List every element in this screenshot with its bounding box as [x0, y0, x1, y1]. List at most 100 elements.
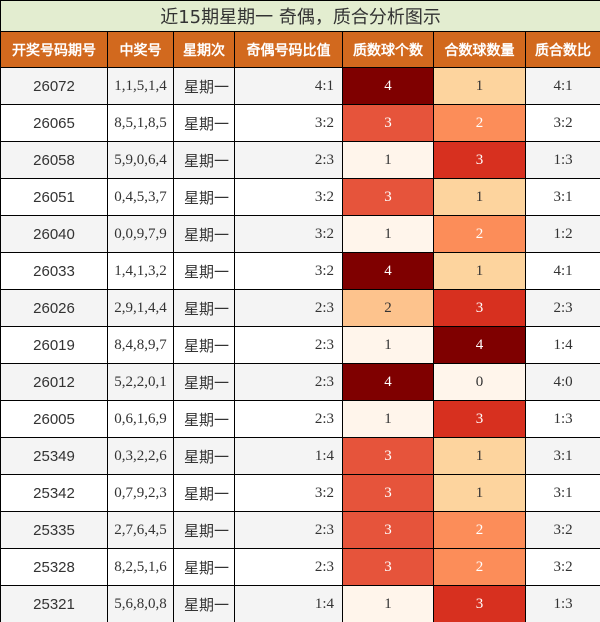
cell-issue: 26040	[0, 215, 108, 253]
header-row: 开奖号码期号 中奖号 星期次 奇偶号码比值 质数球个数 合数球数量 质合数比	[0, 31, 600, 68]
cell-numbers: 0,7,9,2,3	[107, 474, 174, 512]
cell-issue: 26051	[0, 178, 108, 216]
cell-odd-even-ratio: 2:3	[234, 289, 343, 327]
header-composite-count: 合数球数量	[433, 31, 526, 68]
cell-issue: 25321	[0, 585, 108, 622]
cell-issue: 26005	[0, 400, 108, 438]
title-row: 近15期星期一 奇偶，质合分析图示	[0, 0, 600, 32]
cell-weekday: 星期一	[173, 400, 235, 438]
cell-issue: 26072	[0, 67, 108, 105]
cell-composite-count: 1	[433, 437, 526, 475]
cell-odd-even-ratio: 2:3	[234, 326, 343, 364]
cell-prime-composite-ratio: 1:2	[524, 215, 600, 253]
table-row: 26033 1,4,1,3,2 星期一 3:2 4 1 4:1	[0, 252, 600, 290]
cell-weekday: 星期一	[173, 289, 235, 327]
cell-odd-even-ratio: 3:2	[234, 252, 343, 290]
cell-issue: 25342	[0, 474, 108, 512]
cell-prime-composite-ratio: 3:2	[524, 104, 600, 142]
cell-weekday: 星期一	[173, 104, 235, 142]
table-row: 25328 8,2,5,1,6 星期一 2:3 3 2 3:2	[0, 548, 600, 586]
cell-composite-count: 3	[433, 141, 526, 179]
cell-issue: 26026	[0, 289, 108, 327]
cell-issue: 26019	[0, 326, 108, 364]
cell-composite-count: 1	[433, 67, 526, 105]
cell-issue: 26065	[0, 104, 108, 142]
cell-odd-even-ratio: 2:3	[234, 141, 343, 179]
cell-prime-count: 3	[342, 474, 434, 512]
header-issue: 开奖号码期号	[0, 31, 108, 68]
table-row: 26058 5,9,0,6,4 星期一 2:3 1 3 1:3	[0, 141, 600, 179]
cell-prime-composite-ratio: 3:1	[524, 437, 600, 475]
cell-numbers: 0,0,9,7,9	[107, 215, 174, 253]
cell-prime-count: 3	[342, 511, 434, 549]
cell-odd-even-ratio: 4:1	[234, 67, 343, 105]
cell-weekday: 星期一	[173, 67, 235, 105]
cell-issue: 26012	[0, 363, 108, 401]
header-prime-composite-ratio: 质合数比	[524, 31, 600, 68]
cell-weekday: 星期一	[173, 141, 235, 179]
cell-prime-composite-ratio: 4:0	[524, 363, 600, 401]
cell-odd-even-ratio: 3:2	[234, 104, 343, 142]
cell-prime-count: 3	[342, 437, 434, 475]
cell-numbers: 2,7,6,4,5	[107, 511, 174, 549]
cell-numbers: 0,3,2,2,6	[107, 437, 174, 475]
cell-prime-composite-ratio: 1:4	[524, 326, 600, 364]
cell-prime-composite-ratio: 3:1	[524, 178, 600, 216]
cell-weekday: 星期一	[173, 437, 235, 475]
cell-prime-count: 2	[342, 289, 434, 327]
cell-prime-count: 4	[342, 252, 434, 290]
cell-numbers: 0,6,1,6,9	[107, 400, 174, 438]
cell-weekday: 星期一	[173, 363, 235, 401]
cell-prime-count: 3	[342, 178, 434, 216]
cell-issue: 25335	[0, 511, 108, 549]
cell-prime-count: 1	[342, 400, 434, 438]
cell-composite-count: 2	[433, 548, 526, 586]
cell-prime-composite-ratio: 2:3	[524, 289, 600, 327]
cell-prime-composite-ratio: 4:1	[524, 67, 600, 105]
cell-issue: 26058	[0, 141, 108, 179]
table-row: 25321 5,6,8,0,8 星期一 1:4 1 3 1:3	[0, 585, 600, 622]
cell-composite-count: 4	[433, 326, 526, 364]
table-row: 26051 0,4,5,3,7 星期一 3:2 3 1 3:1	[0, 178, 600, 216]
cell-issue: 26033	[0, 252, 108, 290]
cell-numbers: 1,1,5,1,4	[107, 67, 174, 105]
cell-prime-count: 3	[342, 104, 434, 142]
cell-prime-composite-ratio: 1:3	[524, 400, 600, 438]
cell-composite-count: 3	[433, 585, 526, 622]
cell-odd-even-ratio: 1:4	[234, 437, 343, 475]
cell-composite-count: 2	[433, 104, 526, 142]
cell-numbers: 5,2,2,0,1	[107, 363, 174, 401]
cell-odd-even-ratio: 3:2	[234, 474, 343, 512]
cell-odd-even-ratio: 2:3	[234, 363, 343, 401]
header-odd-even-ratio: 奇偶号码比值	[234, 31, 343, 68]
cell-prime-composite-ratio: 3:2	[524, 548, 600, 586]
cell-prime-composite-ratio: 1:3	[524, 585, 600, 622]
cell-weekday: 星期一	[173, 215, 235, 253]
cell-issue: 25349	[0, 437, 108, 475]
cell-weekday: 星期一	[173, 548, 235, 586]
cell-issue: 25328	[0, 548, 108, 586]
header-numbers: 中奖号	[107, 31, 174, 68]
cell-weekday: 星期一	[173, 326, 235, 364]
cell-composite-count: 3	[433, 289, 526, 327]
cell-numbers: 1,4,1,3,2	[107, 252, 174, 290]
cell-prime-composite-ratio: 1:3	[524, 141, 600, 179]
table-row: 25349 0,3,2,2,6 星期一 1:4 3 1 3:1	[0, 437, 600, 475]
cell-prime-composite-ratio: 3:2	[524, 511, 600, 549]
header-weekday: 星期次	[173, 31, 235, 68]
cell-composite-count: 3	[433, 400, 526, 438]
cell-odd-even-ratio: 2:3	[234, 400, 343, 438]
table-row: 26026 2,9,1,4,4 星期一 2:3 2 3 2:3	[0, 289, 600, 327]
cell-odd-even-ratio: 3:2	[234, 215, 343, 253]
table-row: 26019 8,4,8,9,7 星期一 2:3 1 4 1:4	[0, 326, 600, 364]
header-prime-count: 质数球个数	[342, 31, 434, 68]
cell-composite-count: 1	[433, 252, 526, 290]
cell-weekday: 星期一	[173, 178, 235, 216]
cell-odd-even-ratio: 3:2	[234, 178, 343, 216]
cell-numbers: 2,9,1,4,4	[107, 289, 174, 327]
cell-numbers: 8,2,5,1,6	[107, 548, 174, 586]
cell-prime-count: 4	[342, 363, 434, 401]
cell-weekday: 星期一	[173, 252, 235, 290]
table-row: 26040 0,0,9,7,9 星期一 3:2 1 2 1:2	[0, 215, 600, 253]
